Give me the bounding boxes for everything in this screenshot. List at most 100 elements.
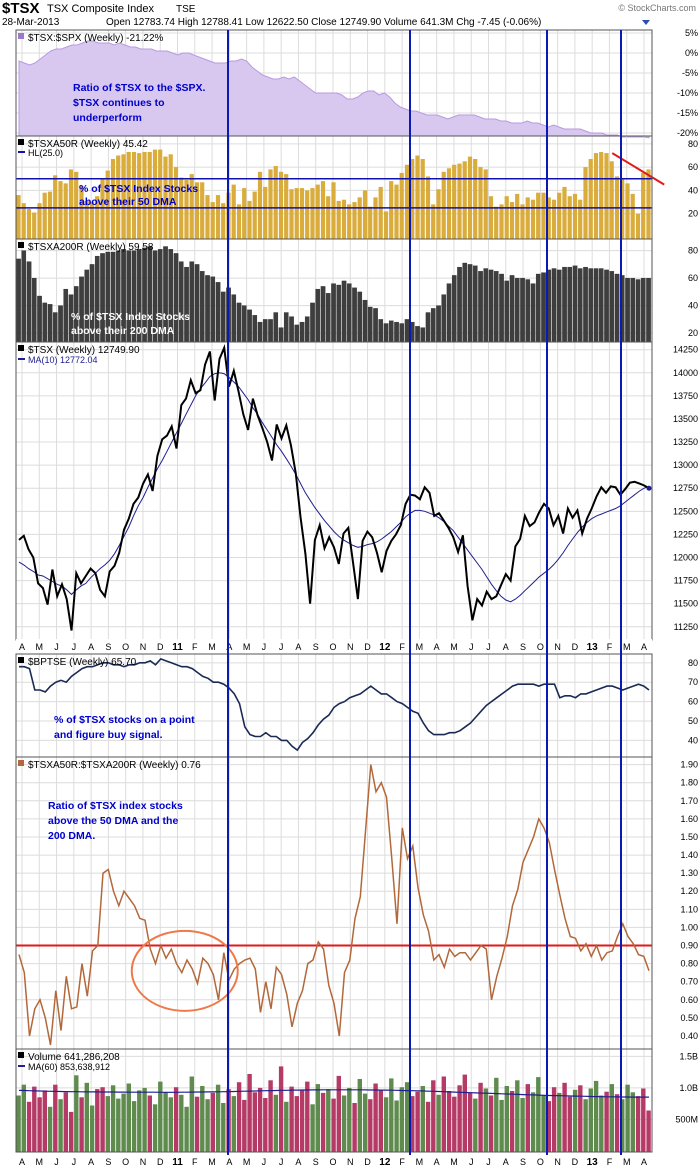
bar-a50r [326,196,331,239]
bar-a50r [341,199,347,239]
bar-a50r [546,197,551,239]
y-tick-label: 0.90 [680,941,698,951]
volume-bar [410,1096,415,1152]
x-tick-label: J [279,1157,284,1167]
y-tick-label: 70 [688,677,698,687]
symbol-title: $TSX [2,0,40,17]
volume-bar [378,1089,383,1152]
volume-bar [593,1080,599,1152]
volume-bar [168,1097,173,1152]
bar-a200r [273,312,279,343]
bar-a50r [121,154,126,239]
x-tick-label: S [520,1157,526,1167]
bar-a200r [247,309,252,343]
bar-a200r [493,271,499,343]
volume-bar [131,1101,137,1152]
bar-a200r [614,273,620,343]
bar-a50r [347,204,352,239]
bar-a50r [357,197,362,239]
x-tick-label: J [469,642,474,652]
bar-a50r [147,152,152,239]
bar-a50r [42,192,47,239]
volume-bar [205,1099,210,1152]
y-tick-label: 0.70 [680,977,698,987]
bar-a200r [551,268,557,343]
bar-a50r [394,184,399,239]
volume-bar [599,1095,604,1152]
x-tick-label: 12 [379,1157,391,1168]
x-tick-label: F [192,1157,198,1167]
bar-a50r [630,193,635,239]
bar-a200r [310,302,315,343]
x-tick-label: J [72,1157,77,1167]
index-name: TSX Composite Index [47,3,154,15]
volume-bar [588,1088,593,1152]
bar-a50r [58,181,63,239]
bar-a200r [278,327,284,343]
volume-bar [42,1090,47,1152]
volume-bar [126,1083,131,1152]
y-tick-label: -20% [677,128,698,138]
x-tick-label: N [347,1157,354,1167]
volume-bar [436,1094,441,1152]
bar-a50r [168,154,173,239]
y-tick-label: 1.20 [680,886,698,896]
bar-a50r [299,188,305,239]
y-tick-label: 1.80 [680,778,698,788]
volume-bar [357,1079,362,1152]
x-tick-label: O [537,1157,544,1167]
volume-bar [121,1093,126,1152]
bar-a50r [599,152,604,239]
bar-a50r [142,152,147,239]
dropdown-triangle-icon[interactable] [642,20,650,25]
y-tick-label: 11500 [674,599,698,609]
x-tick-label: S [105,1157,111,1167]
volume-bar [478,1082,483,1152]
bar-a200r [520,277,525,343]
x-tick-label: O [122,642,129,652]
volume-ma-series [18,1089,649,1098]
bar-a200r [598,268,604,343]
x-tick-label: M [450,1157,458,1167]
bar-a200r [26,261,32,343]
bar-a200r [588,268,594,343]
x-tick-label: 12 [379,642,391,653]
x-tick-label: M [416,642,424,652]
x-tick-label: N [554,642,561,652]
volume-bar [609,1084,614,1152]
panel-annotation: % of $TSX stocks on a point [54,714,195,726]
volume-bar [646,1110,651,1152]
volume-bar [525,1084,530,1152]
bar-a200r [289,316,294,343]
volume-bar [420,1086,425,1152]
volume-bar [116,1098,121,1152]
bar-a50r [116,155,121,239]
volume-bar [268,1080,273,1152]
x-axis-main [16,639,652,653]
volume-bar [289,1086,294,1152]
x-tick-label: M [623,642,631,652]
bar-a50r [310,188,315,239]
volume-bar [273,1094,278,1152]
volume-bar [473,1098,478,1152]
bar-a50r [520,204,525,239]
bar-a200r [236,302,242,343]
volume-bar [47,1106,53,1152]
x-tick-label: A [295,642,301,652]
x-tick-label: O [537,642,544,652]
volume-bar [315,1084,320,1152]
y-tick-label: 12000 [673,552,698,562]
bar-a50r [252,191,257,239]
x-tick-label: 11 [172,642,183,653]
bar-a50r [32,212,37,239]
x-tick-label: J [262,642,267,652]
bar-a50r [420,159,425,239]
y-tick-label: 50 [688,716,698,726]
volume-bar [278,1066,284,1152]
volume-bar [247,1074,252,1152]
volume-bar [347,1087,352,1152]
volume-bar [137,1090,142,1152]
x-tick-label: 11 [172,1157,183,1168]
bar-a50r [268,169,273,239]
x-tick-label: D [572,642,579,652]
